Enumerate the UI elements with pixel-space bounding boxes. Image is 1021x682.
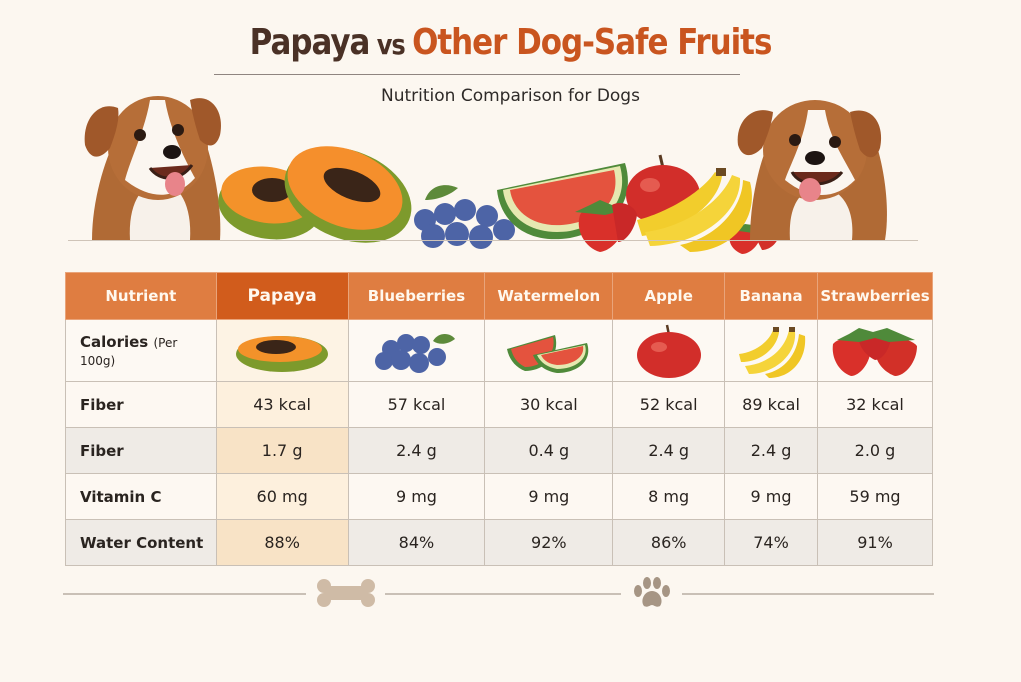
title-papaya: Papaya — [249, 22, 371, 63]
apple-image-cell — [612, 319, 726, 382]
cell-apple: 8 mg — [612, 473, 726, 520]
banana-icon — [739, 326, 806, 378]
apple-icon — [636, 324, 701, 378]
cell-watermelon: 0.4 g — [484, 427, 614, 474]
column-header-blueberries: Blueberries — [347, 272, 486, 320]
row-label-calories: Calories (Per 100g) — [65, 319, 217, 382]
nutrition-table: Nutrient Papaya Blueberries Watermelon A… — [65, 272, 934, 566]
cell-banana: 2.4 g — [724, 427, 818, 474]
cell-blueberries: 84% — [347, 519, 486, 566]
strawberries-image-cell — [816, 319, 934, 382]
cell-apple: 2.4 g — [612, 427, 726, 474]
cell-papaya: 43 kcal — [215, 381, 349, 428]
table-row: Vitamin C 60 mg 9 mg 9 mg 8 mg 9 mg 59 m… — [65, 473, 934, 520]
row-label: Water Content — [65, 519, 217, 566]
ground-line — [68, 240, 918, 241]
blueberries-icon — [375, 333, 456, 373]
title-other-fruits: Other Dog-Safe Fruits — [412, 22, 772, 63]
calories-sublabel: (Per 100g) — [80, 335, 178, 368]
table-header-row: Nutrient Papaya Blueberries Watermelon A… — [65, 272, 934, 320]
apple-illustration — [626, 154, 700, 225]
papaya-icon — [236, 335, 329, 372]
cell-banana: 89 kcal — [724, 381, 818, 428]
table-row-fruit-images: Calories (Per 100g) — [65, 319, 934, 382]
watermelon-illustration — [497, 163, 628, 240]
page-subtitle: Nutrition Comparison for Dogs — [381, 86, 640, 106]
cell-strawberries: 91% — [816, 519, 934, 566]
cell-banana: 9 mg — [724, 473, 818, 520]
column-header-apple: Apple — [612, 272, 726, 320]
cell-apple: 52 kcal — [612, 381, 726, 428]
row-label: Fiber — [65, 427, 217, 474]
column-header-papaya: Papaya — [215, 272, 349, 320]
footer-divider-right — [682, 593, 934, 595]
cell-blueberries: 9 mg — [347, 473, 486, 520]
watermelon-image-cell — [484, 319, 614, 382]
watermelon-icon — [506, 334, 589, 373]
banana-image-cell — [724, 319, 818, 382]
row-label: Fiber — [65, 381, 217, 428]
table-row: Fiber 1.7 g 2.4 g 0.4 g 2.4 g 2.4 g 2.0 … — [65, 427, 934, 474]
cell-banana: 74% — [724, 519, 818, 566]
paw-icon — [634, 577, 670, 607]
column-header-nutrient: Nutrient — [65, 272, 217, 320]
cell-watermelon: 30 kcal — [484, 381, 614, 428]
column-header-banana: Banana — [724, 272, 818, 320]
cell-strawberries: 32 kcal — [816, 381, 934, 428]
cell-watermelon: 9 mg — [484, 473, 614, 520]
footer-divider-left — [63, 593, 306, 595]
papaya-image-cell — [215, 319, 349, 382]
title-divider — [214, 74, 740, 75]
bone-icon — [317, 579, 375, 607]
dog-right-illustration — [737, 100, 887, 240]
cell-papaya: 88% — [215, 519, 349, 566]
strawberries-icon — [832, 327, 917, 376]
cell-papaya: 60 mg — [215, 473, 349, 520]
title-vs: vs — [369, 28, 413, 61]
column-header-strawberries: Strawberries — [816, 272, 934, 320]
footer-divider-middle — [385, 593, 621, 595]
cell-apple: 86% — [612, 519, 726, 566]
column-header-watermelon: Watermelon — [484, 272, 614, 320]
page-title: Papaya vs Other Dog-Safe Fruits — [71, 22, 949, 63]
cell-papaya: 1.7 g — [215, 427, 349, 474]
dog-left-illustration — [84, 96, 221, 240]
cell-watermelon: 92% — [484, 519, 614, 566]
table-row: Water Content 88% 84% 92% 86% 74% 91% — [65, 519, 934, 566]
cell-strawberries: 2.0 g — [816, 427, 934, 474]
blueberries-image-cell — [347, 319, 486, 382]
strawberries-illustration — [575, 200, 782, 254]
calories-label: Calories — [80, 332, 149, 351]
cell-blueberries: 2.4 g — [347, 427, 486, 474]
row-label: Vitamin C — [65, 473, 217, 520]
cell-blueberries: 57 kcal — [347, 381, 486, 428]
table-row: Fiber 43 kcal 57 kcal 30 kcal 52 kcal 89… — [65, 381, 934, 428]
cell-strawberries: 59 mg — [816, 473, 934, 520]
